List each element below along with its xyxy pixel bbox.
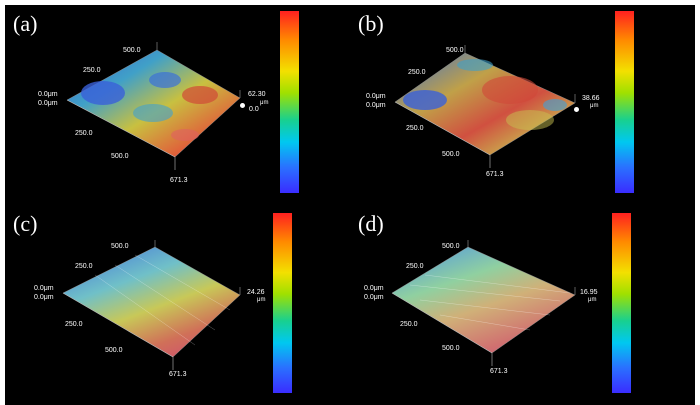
axis-label-x-max: 671.3 bbox=[170, 177, 188, 184]
scale-tick: 9.686 bbox=[634, 284, 660, 296]
axis-label-x-q: 250.0 bbox=[75, 130, 93, 137]
axis-label-x-q: 250.0 bbox=[400, 321, 418, 328]
surface-plot-d bbox=[391, 240, 576, 366]
scale-tick: 0.0 bbox=[295, 382, 309, 393]
surface-plot-c bbox=[62, 240, 241, 370]
z-max-label: 24.26 bbox=[247, 289, 265, 296]
axis-label-x-zero: 0.0μm bbox=[34, 294, 54, 301]
panel-label: (b) bbox=[358, 11, 384, 36]
axis-label-x-zero: 0.0μm bbox=[366, 102, 386, 109]
axis-label-x-mid: 500.0 bbox=[111, 153, 129, 160]
origin-dot bbox=[574, 107, 579, 112]
scale-tick: 0.0 bbox=[637, 182, 651, 193]
scale-tick: 27.61 bbox=[637, 57, 663, 69]
z-unit-label: μm bbox=[257, 297, 266, 303]
axis-label-y-q: 250.0 bbox=[75, 263, 93, 270]
surface-plot-a bbox=[66, 42, 241, 170]
color-scale-bar bbox=[615, 11, 634, 193]
scale-tick: 2.421 bbox=[634, 361, 660, 373]
scale-tick: 14.53 bbox=[634, 233, 660, 245]
origin-dot bbox=[240, 103, 245, 108]
scale-tick: 5.523 bbox=[637, 161, 663, 173]
scale-tick: 17.80 bbox=[302, 135, 328, 147]
panel-d: (d) 500.0 250.0 0.0μm 0.0μm 250.0 500.0 … bbox=[350, 205, 695, 405]
z-zero-label: 0.0 bbox=[249, 106, 259, 113]
axis-label-y-top: 500.0 bbox=[123, 47, 141, 54]
scale-tick: 22.09 bbox=[637, 83, 663, 95]
scale-tick: 33.14 bbox=[637, 31, 663, 43]
axis-label-y-zero: 0.0μm bbox=[366, 93, 386, 100]
axis-label-y-top: 500.0 bbox=[111, 243, 129, 250]
color-scale-ticks: 38.66μm 33.14 27.61 22.09 16.57 11.05 5.… bbox=[637, 11, 693, 193]
scale-tick: 24.26μm bbox=[295, 213, 336, 224]
color-scale-bar bbox=[273, 213, 292, 393]
axis-label-x-zero: 0.0μm bbox=[364, 294, 384, 301]
axis-label-y-top: 500.0 bbox=[442, 243, 460, 250]
axis-label-x-q: 250.0 bbox=[406, 125, 424, 132]
scale-tick: 7.264 bbox=[634, 310, 660, 322]
scale-tick: 0.0 bbox=[302, 182, 316, 193]
panel-c: (c) 500.0 250.0 0.0μm 0.0μm 250.0 500.0 … bbox=[5, 205, 350, 405]
z-max-label: 38.66 bbox=[582, 95, 600, 102]
color-scale-bar bbox=[280, 11, 299, 193]
axis-label-x-max: 671.3 bbox=[490, 368, 508, 375]
scale-tick: 4.843 bbox=[634, 336, 660, 348]
surface-plot-b bbox=[394, 45, 576, 168]
color-scale-ticks: 16.95μm 14.53 12.11 9.686 7.264 4.843 2.… bbox=[634, 213, 694, 393]
scale-tick: 11.05 bbox=[637, 135, 662, 147]
axis-label-y-q: 250.0 bbox=[406, 263, 424, 270]
scale-tick: 38.66μm bbox=[637, 11, 678, 22]
scale-tick: 8.900 bbox=[302, 161, 328, 173]
axis-label-x-mid: 500.0 bbox=[442, 345, 460, 352]
axis-label-x-max: 671.3 bbox=[486, 171, 504, 178]
axis-label-x-q: 250.0 bbox=[65, 321, 83, 328]
panel-a: (a) 500.0 250.0 0.0μm 0.0μm 250.0 500.0 … bbox=[5, 5, 350, 205]
scale-tick: 16.95μm bbox=[634, 213, 675, 224]
scale-tick: 10.40 bbox=[295, 310, 321, 322]
scale-tick: 3.466 bbox=[295, 361, 321, 373]
scale-tick: 26.70 bbox=[302, 109, 328, 121]
axis-label-x-zero: 0.0μm bbox=[38, 100, 58, 107]
scale-tick: 16.57 bbox=[637, 109, 663, 121]
axis-label-y-zero: 0.0μm bbox=[34, 285, 54, 292]
scale-tick: 6.931 bbox=[295, 336, 321, 348]
scale-tick: 62.30μm bbox=[302, 11, 343, 22]
color-scale-ticks: 24.26μm 20.79 17.33 13.86 10.40 6.931 3.… bbox=[295, 213, 349, 393]
color-scale-ticks: 62.30μm 53.40 44.50 35.60 26.70 17.80 8.… bbox=[302, 11, 350, 193]
axis-label-x-max: 671.3 bbox=[169, 371, 187, 378]
panel-label: (a) bbox=[13, 11, 38, 36]
scale-tick: 17.33 bbox=[295, 258, 321, 270]
panel-label: (d) bbox=[358, 211, 384, 236]
z-unit-label: μm bbox=[588, 297, 597, 303]
scale-tick: 12.11 bbox=[634, 258, 659, 270]
axis-label-y-q: 250.0 bbox=[408, 69, 426, 76]
axis-label-x-mid: 500.0 bbox=[442, 151, 460, 158]
axis-label-y-zero: 0.0μm bbox=[364, 285, 384, 292]
axis-label-y-q: 250.0 bbox=[83, 67, 101, 74]
panel-label: (c) bbox=[13, 211, 38, 236]
z-max-label: 16.95 bbox=[580, 289, 598, 296]
scale-tick: 13.86 bbox=[295, 284, 321, 296]
scale-tick: 0.0 bbox=[634, 382, 648, 393]
scale-tick: 44.50 bbox=[302, 57, 328, 69]
color-scale-bar bbox=[612, 213, 631, 393]
z-max-label: 62.30 bbox=[248, 91, 266, 98]
axis-label-x-mid: 500.0 bbox=[105, 347, 123, 354]
axis-label-y-zero: 0.0μm bbox=[38, 91, 58, 98]
axis-label-y-top: 500.0 bbox=[446, 47, 464, 54]
scale-tick: 53.40 bbox=[302, 31, 328, 43]
z-unit-label: μm bbox=[590, 103, 599, 109]
scale-tick: 35.60 bbox=[302, 83, 328, 95]
panel-b: (b) 500.0 250.0 0.0μm 0.0μm 250.0 500.0 … bbox=[350, 5, 695, 205]
scale-tick: 20.79 bbox=[295, 233, 321, 245]
z-unit-label: μm bbox=[260, 100, 269, 106]
